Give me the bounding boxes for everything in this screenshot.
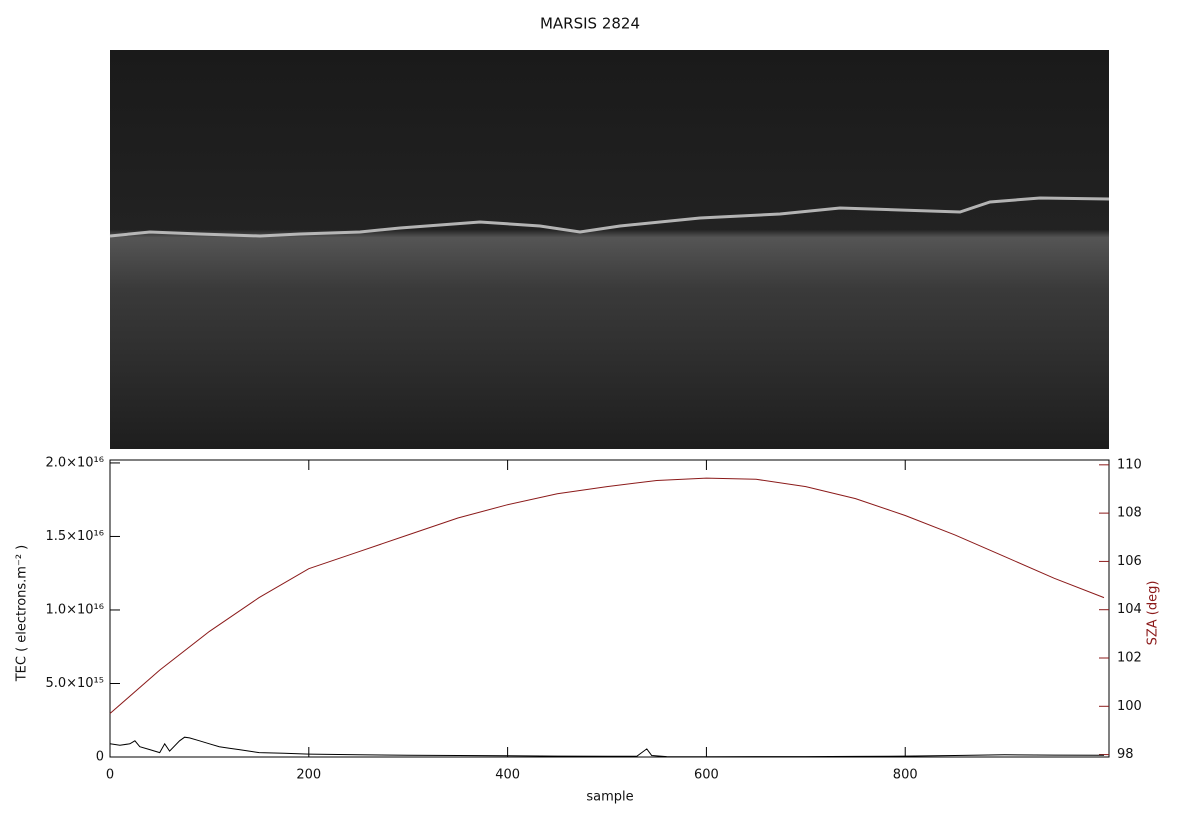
chart-title: MARSIS 2824 [540,15,640,33]
y-tick-label: 5.0×10¹⁵ [45,676,104,691]
tec-line [109,736,1105,758]
y2-tick-label: 108 [1117,506,1142,521]
x-tick-label: 200 [296,768,321,783]
y-tick-label: 1.0×10¹⁶ [45,602,104,617]
y2-tick-label: 102 [1117,651,1142,666]
y-tick-label: 1.5×10¹⁶ [45,529,104,544]
sza-line [109,477,1105,714]
y2-tick-label: 106 [1117,554,1142,569]
y-tick-label: 0 [96,750,104,765]
x-axis-label: sample [586,790,633,805]
plot-frame [109,459,1110,758]
y-axis-label: TEC ( electrons.m⁻² ) [15,545,30,683]
x-tick-label: 400 [495,768,520,783]
y-tick-label: 2.0×10¹⁶ [45,455,104,470]
x-tick-label: 0 [106,768,114,783]
y2-axis-label: SZA (deg) [1146,581,1161,646]
y2-tick-label: 104 [1117,602,1142,617]
x-tick-label: 600 [694,768,719,783]
y2-tick-label: 98 [1117,747,1134,762]
y2-tick-label: 110 [1117,457,1142,472]
x-tick-label: 800 [893,768,918,783]
radargram [109,50,1110,449]
y2-tick-label: 100 [1117,699,1142,714]
